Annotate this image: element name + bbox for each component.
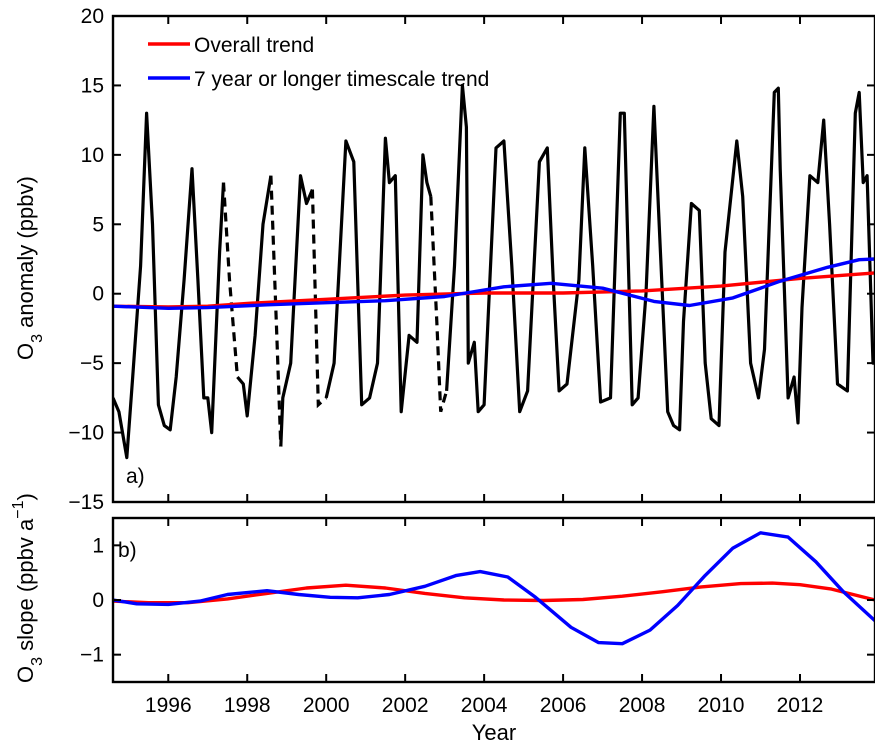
anomaly-gap-segment-0 xyxy=(221,182,239,378)
anomaly-segment-3 xyxy=(324,136,433,414)
panel-a-ytick-label: 5 xyxy=(92,213,104,236)
panel-b-x-ticks: 1996 1998 2000 2002 2004 2006 2008 2010 2012 xyxy=(145,518,823,717)
panel-a-label: a) xyxy=(126,465,145,488)
panel-a-ytick-label: −5 xyxy=(80,352,104,375)
panel-a-ylabel: O3 anomaly (ppbv) xyxy=(13,176,46,360)
anomaly-gap-segment-1 xyxy=(269,175,283,447)
panel-b-y-ticks: 1 0 −1 xyxy=(80,534,875,667)
anomaly-segment-1 xyxy=(236,175,273,418)
anomaly-gap-segment-2 xyxy=(310,189,328,409)
panel-b-ytick-label: 0 xyxy=(92,589,104,612)
panel-b: 1 0 −1 1996 1998 2000 2002 2004 2006 2008 2010 201… xyxy=(10,493,875,745)
panel-b-series-overall-trend xyxy=(113,581,875,605)
anomaly-segment-2 xyxy=(279,174,314,447)
panel-b-xlabel: Year xyxy=(472,720,516,745)
x-tick-label: 2004 xyxy=(461,694,508,717)
panel-a-ytick-label: 15 xyxy=(81,74,104,97)
panel-b-plot-area xyxy=(113,531,875,646)
panel-b-ytick-label: 1 xyxy=(92,534,104,557)
legend-label-overall: Overall trend xyxy=(194,34,314,57)
panel-a-plot-area xyxy=(113,83,875,460)
panel-a-ytick-label: 0 xyxy=(92,283,104,306)
x-tick-label: 2002 xyxy=(382,694,429,717)
x-tick-label: 2008 xyxy=(619,694,666,717)
panel-a-ytick-label: −10 xyxy=(68,422,104,445)
panel-b-label: b) xyxy=(118,539,137,562)
x-tick-label: 2010 xyxy=(698,694,745,717)
anomaly-segment-0 xyxy=(113,111,226,460)
panel-a-frame xyxy=(111,14,875,504)
panel-a-series-long-timescale-trend xyxy=(113,257,875,310)
panel-a-y-ticks: 20 15 10 5 0 −5 −10 −15 xyxy=(68,5,875,514)
x-tick-label: 1998 xyxy=(224,694,271,717)
panel-a: 20 15 10 5 0 −5 −10 −15 a) Overall trend 7 year… xyxy=(13,5,875,514)
legend-label-longterm: 7 year or longer timescale trend xyxy=(194,68,489,91)
panel-b-series-long-timescale-trend xyxy=(113,531,875,646)
anomaly-gap-segment-3 xyxy=(429,196,449,413)
panel-a-ytick-label: −15 xyxy=(68,491,104,514)
panel-b-ylabel: O3 slope (ppbv a−1) xyxy=(10,493,46,683)
x-tick-label: 2000 xyxy=(303,694,350,717)
panel-b-ytick-label: −1 xyxy=(80,644,104,667)
x-tick-label: 2006 xyxy=(540,694,587,717)
anomaly-segment-4 xyxy=(445,83,875,432)
panel-a-ytick-label: 10 xyxy=(81,144,104,167)
panel-a-ytick-label: 20 xyxy=(81,5,104,28)
legend: Overall trend 7 year or longer timescale… xyxy=(148,34,489,91)
x-tick-label: 1996 xyxy=(145,694,192,717)
x-tick-label: 2012 xyxy=(777,694,824,717)
